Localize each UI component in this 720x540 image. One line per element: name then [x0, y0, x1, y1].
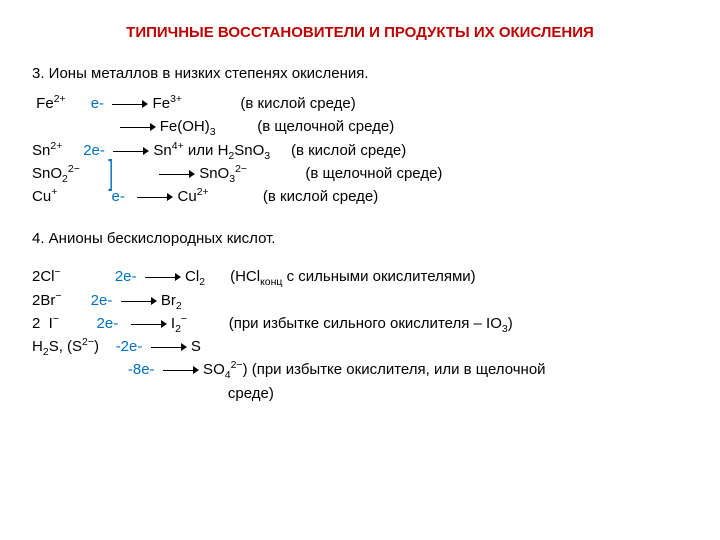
section3-heading: 3. Ионы металлов в низких степенях окисл… — [32, 65, 688, 82]
bracket-icon: ] — [108, 154, 113, 193]
section4-heading: 4. Анионы бескислородных кислот. — [32, 230, 688, 247]
page-title: ТИПИЧНЫЕ ВОССТАНОВИТЕЛИ И ПРОДУКТЫ ИХ ОК… — [32, 24, 688, 41]
section3-block: Fe2+ e- Fe3+ (в кислой среде) Fe(OH)3 (в… — [32, 92, 688, 208]
section4-block: 2Cl− 2e- Cl2 (HClконц с сильными окислит… — [32, 265, 688, 405]
